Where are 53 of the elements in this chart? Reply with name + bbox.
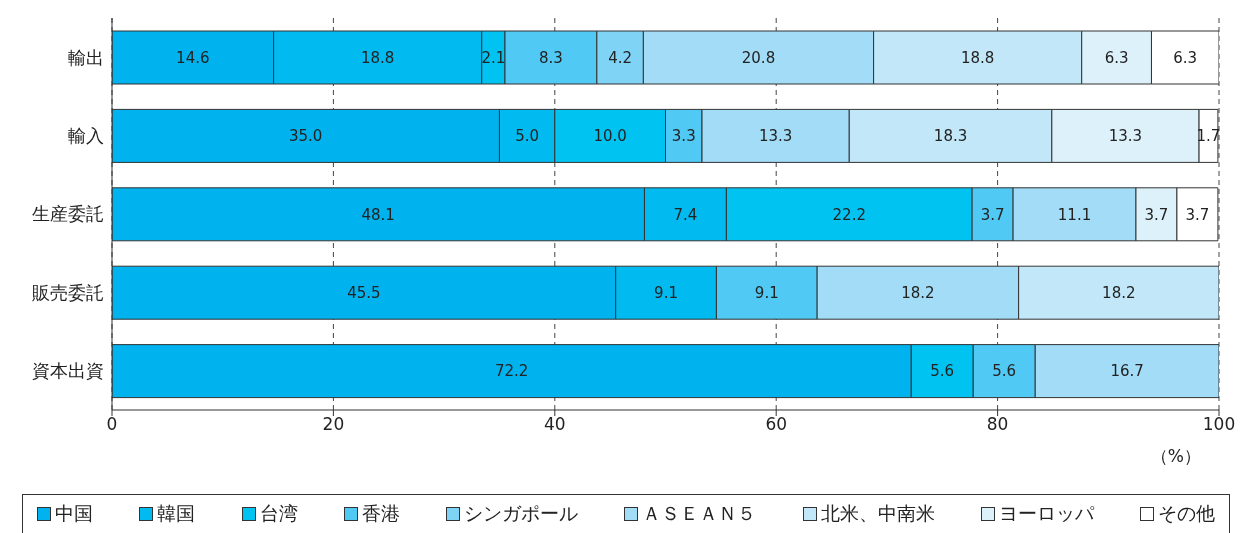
data-label: 10.0 <box>593 127 627 146</box>
data-label: 13.3 <box>758 127 793 146</box>
legend-label: シンガポール <box>464 501 578 526</box>
x-axis-title: （%） <box>1150 446 1201 466</box>
legend-label: 韓国 <box>157 501 196 526</box>
data-label: 3.7 <box>1144 205 1169 224</box>
data-label: 9.1 <box>754 284 779 303</box>
x-tick-label: 60 <box>765 414 788 435</box>
data-label: 5.6 <box>992 362 1017 381</box>
data-label: 13.3 <box>1108 127 1143 146</box>
data-label: 3.7 <box>1185 205 1210 224</box>
data-label: 8.3 <box>539 48 563 67</box>
data-label: 5.6 <box>930 362 955 381</box>
data-label: 16.7 <box>1110 362 1144 381</box>
y-tick-label: 生産委託 <box>32 203 104 225</box>
data-label: 18.8 <box>960 48 995 67</box>
y-tick-label: 輸出 <box>68 46 104 68</box>
data-label: 11.1 <box>1057 205 1092 224</box>
y-tick-label: 販売委託 <box>32 281 104 303</box>
data-label: 9.1 <box>654 284 678 303</box>
legend-label: ヨーロッパ <box>998 501 1094 526</box>
y-tick-label: 輸入 <box>68 124 104 146</box>
x-tick-label: 100 <box>1202 414 1236 435</box>
data-label: 35.0 <box>289 127 323 146</box>
legend-label: その他 <box>1158 501 1215 526</box>
data-label: 7.4 <box>673 205 698 224</box>
legend-label: ＡＳＥＡＮ５ <box>642 501 757 526</box>
legend-label: 台湾 <box>259 501 298 526</box>
legend-label: 中国 <box>55 501 93 526</box>
data-label: 45.5 <box>347 284 381 303</box>
data-label: 22.2 <box>832 205 866 224</box>
data-label: 18.2 <box>901 284 935 303</box>
data-label: 6.3 <box>1104 48 1129 67</box>
data-label: 3.3 <box>671 127 696 146</box>
y-tick-label: 資本出資 <box>32 360 104 382</box>
data-label: 4.2 <box>608 48 633 67</box>
x-tick-label: 80 <box>986 414 1009 435</box>
data-label: 3.7 <box>980 205 1005 224</box>
x-tick-label: 0 <box>106 414 118 435</box>
data-label: 6.3 <box>1173 48 1198 67</box>
legend-label: 北米、中南米 <box>820 501 935 526</box>
data-label: 18.8 <box>360 48 395 67</box>
data-label: 18.2 <box>1102 284 1136 303</box>
x-tick-label: 40 <box>543 414 566 435</box>
x-tick-label: 20 <box>322 414 345 435</box>
legend-label: 香港 <box>361 501 400 526</box>
data-label: 5.0 <box>515 127 540 146</box>
data-label: 72.2 <box>494 362 529 381</box>
data-label: 14.6 <box>176 48 210 67</box>
data-label: 18.3 <box>933 127 968 146</box>
data-label: 48.1 <box>361 205 395 224</box>
data-label: 2.1 <box>481 48 506 67</box>
data-label: 20.8 <box>741 48 776 67</box>
